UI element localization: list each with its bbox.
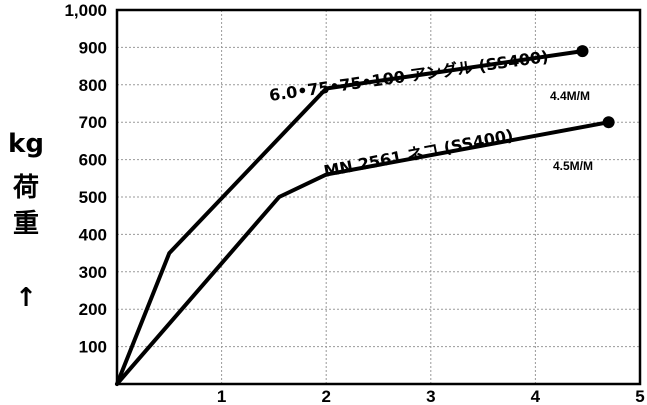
y-axis-up-arrow: ↑ <box>15 283 37 313</box>
y-tick-labels: 100 200 300 400 500 600 700 800 900 1,00… <box>64 1 107 357</box>
series-label-neko: MN 2561 ネコ (SS400) <box>322 126 515 181</box>
plot-frame <box>115 8 642 386</box>
grid <box>117 9 641 384</box>
series-neko: MN 2561 ネコ (SS400) 4.5M/M <box>115 116 615 386</box>
y-axis-label: kg 荷 重 ↑ <box>8 129 44 313</box>
series-line-angle <box>115 49 585 386</box>
series-end-label-angle: 4.4M/M <box>550 89 590 103</box>
series-end-marker-neko <box>602 116 615 129</box>
y-axis-label-char-2: 重 <box>13 209 39 239</box>
y-tick-label: 800 <box>79 76 107 95</box>
x-tick-label: 5 <box>635 387 644 405</box>
y-tick-label: 400 <box>79 225 107 244</box>
y-tick-label: 100 <box>79 338 107 357</box>
series-label-angle: 6.0•75•75•100 アングル (SS400) <box>268 47 550 105</box>
y-tick-label: 900 <box>79 38 107 57</box>
x-tick-label: 1 <box>217 387 226 405</box>
series-end-marker-angle <box>576 45 589 58</box>
y-axis-label-char-1: 荷 <box>13 173 39 203</box>
x-tick-labels: 1 2 3 4 5 <box>217 387 645 405</box>
x-tick-label: 2 <box>321 387 330 405</box>
y-tick-label: 300 <box>79 263 107 282</box>
y-tick-label: 1,000 <box>64 1 107 20</box>
series-angle: 6.0•75•75•100 アングル (SS400) 4.4M/M <box>115 45 590 386</box>
y-tick-label: 200 <box>79 300 107 319</box>
y-tick-label: 500 <box>79 188 107 207</box>
series-line-neko <box>115 120 611 386</box>
y-tick-label: 700 <box>79 113 107 132</box>
series-end-label-neko: 4.5M/M <box>553 159 593 173</box>
x-tick-label: 3 <box>426 387 435 405</box>
x-tick-label: 4 <box>531 387 541 405</box>
y-tick-label: 600 <box>79 151 107 170</box>
y-axis-label-unit: kg <box>8 129 44 159</box>
